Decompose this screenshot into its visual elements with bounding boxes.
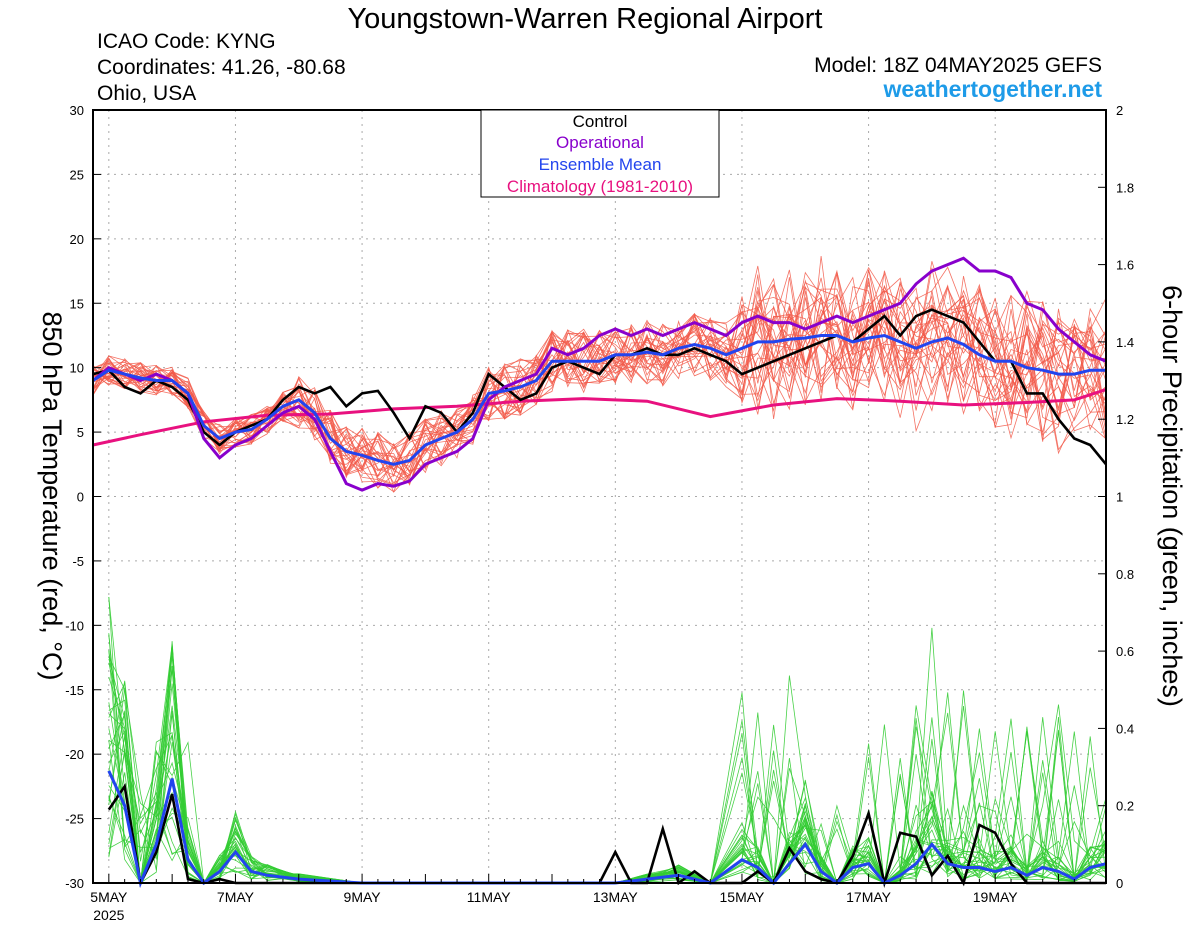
y-right-tick-label: 1.6 [1116,258,1134,273]
site-link[interactable]: weathertogether.net [882,76,1102,102]
x-tick-label: 11MAY [467,889,511,905]
y-left-tick-label: 0 [77,490,84,505]
y-left-tick-label: -25 [65,812,84,827]
y-right-tick-label: 0.2 [1116,799,1134,814]
y-right-tick-label: 0.4 [1116,721,1134,736]
x-tick-label: 17MAY [846,889,892,905]
y-left-tick-label: -30 [65,876,84,891]
precip-control-line [107,782,1106,888]
temp-member-line [92,283,1107,485]
x-tick-sublabel: 2025 [93,907,124,923]
precip-members [108,596,1107,885]
y-left-tick-label: 5 [77,425,84,440]
legend-control: Control [573,112,628,131]
x-tick-label: 9MAY [344,889,382,905]
x-tick-label: 5MAY [90,889,128,905]
y-right-tick-label: 1 [1116,490,1123,505]
temp-member-line [92,284,1107,489]
y-right-tick-label: 0.8 [1116,567,1134,582]
y-left-tick-label: -10 [65,618,84,633]
precip-member-line [108,596,1107,884]
x-tick-label: 7MAY [217,889,255,905]
y-right-tick-label: 0.6 [1116,644,1134,659]
precip-member-line [108,668,1107,884]
temp-member-line [92,266,1107,486]
legend-operational: Operational [556,133,644,152]
y-left-tick-label: 20 [70,232,84,247]
precip-member-line [108,692,1107,884]
temp-climatology-line [92,388,1107,447]
y-axis-right-label: 6-hour Precipitation (green, inches) [1157,285,1187,707]
y-left-tick-label: 15 [70,296,84,311]
y-left-tick-label: -5 [72,554,84,569]
precip-member-line [108,666,1107,884]
x-tick-label: 19MAY [973,889,1019,905]
temp-member-line [92,282,1107,485]
x-tick-label: 13MAY [593,889,639,905]
y-left-tick-label: 30 [70,103,84,118]
y-right-tick-label: 1.8 [1116,180,1134,195]
y-right-tick-label: 0 [1116,876,1123,891]
precip-member-line [108,646,1107,884]
precip-mean-line [107,770,1107,889]
axes: 302520151050-5-10-15-20-25-3021.81.61.41… [65,103,1134,923]
precip-member-line [108,665,1107,884]
y-left-tick-label: 10 [70,361,84,376]
y-right-tick-label: 2 [1116,103,1123,118]
legend: Control Operational Ensemble Mean Climat… [480,109,720,198]
temp-member-line [92,272,1107,482]
precip-member-line [108,596,1107,884]
legend-ensemble-mean: Ensemble Mean [539,155,662,174]
coordinates: Coordinates: 41.26, -80.68 [97,56,346,79]
y-left-tick-label: -15 [65,683,84,698]
temp-operational-line [92,256,1107,492]
legend-climatology: Climatology (1981-2010) [507,177,693,196]
temp-mean-line [92,333,1106,466]
icao-code: ICAO Code: KYNG [97,30,276,53]
main-series [92,256,1108,889]
precip-member-line [108,728,1107,884]
y-right-tick-label: 1.4 [1116,335,1134,350]
precip-member-line [108,627,1107,884]
y-left-tick-label: 25 [70,167,84,182]
chart-title: Youngstown-Warren Regional Airport [347,3,822,35]
precip-member-line [108,728,1107,884]
x-tick-label: 15MAY [720,889,766,905]
y-axis-left-label: 850 hPa Temperature (red, °C) [37,312,67,681]
temp-member-line [92,270,1107,476]
model-run: Model: 18Z 04MAY2025 GEFS [814,54,1102,77]
legend-box [480,109,720,198]
grid [93,110,1106,883]
region: Ohio, USA [97,82,196,105]
y-left-tick-label: -20 [65,747,84,762]
y-right-tick-label: 1.2 [1116,412,1134,427]
